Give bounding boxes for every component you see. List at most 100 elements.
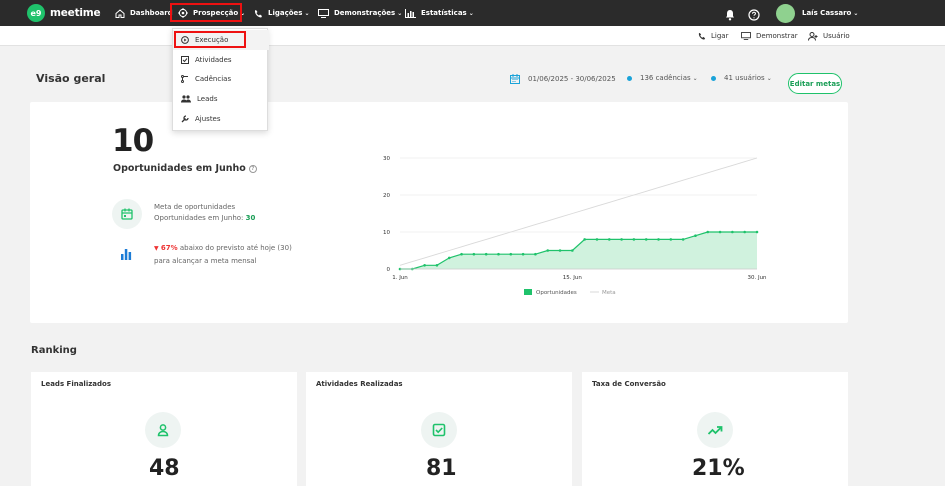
- users-filter[interactable]: 41 usuários ⌄: [711, 74, 772, 82]
- data-point: [521, 252, 525, 256]
- target-icon: [178, 8, 188, 18]
- data-point: [694, 234, 697, 237]
- data-point: [706, 230, 710, 234]
- menu-item-atividades[interactable]: Atividades: [173, 50, 269, 70]
- legend-label-meta: Meta: [602, 290, 616, 296]
- series-line-meta: [399, 157, 758, 266]
- opportunities-label: Oportunidades em Junho: [113, 163, 246, 174]
- action-subbar: Ligar Demonstrar Usuário: [0, 26, 945, 46]
- nav-dashboard[interactable]: Dashboard: [115, 0, 173, 26]
- menu-item-leads[interactable]: Leads: [173, 89, 269, 109]
- edit-goals-button[interactable]: Editar metas: [788, 73, 842, 94]
- top-navigation-bar: e9 meetime Dashboard Prospecção ⌄ Ligaçõ…: [0, 0, 945, 26]
- bell-icon[interactable]: [725, 6, 735, 25]
- rank-card-title: Taxa de Conversão: [592, 380, 666, 388]
- goal-text: Meta de oportunidades Oportunidades em J…: [154, 202, 255, 224]
- nav-demonstracoes-label: Demonstrações: [334, 9, 396, 17]
- below-line2: para alcançar a meta mensal: [154, 257, 257, 265]
- chevron-down-icon: ⌄: [468, 9, 474, 17]
- user-button[interactable]: Usuário: [808, 26, 850, 46]
- user-menu[interactable]: Laís Cassaro ⌄: [802, 0, 858, 26]
- meetime-logo[interactable]: e9 meetime: [27, 4, 101, 22]
- logo-mark: e9: [27, 4, 45, 22]
- goal-line1: Meta de oportunidades: [154, 203, 236, 211]
- cadences-filter[interactable]: 136 cadências ⌄: [627, 74, 698, 82]
- data-point: [460, 252, 463, 256]
- play-circle-icon: [181, 36, 189, 44]
- calendar-goal-icon: [112, 199, 142, 229]
- rank-card-conversion: Taxa de Conversão 21%: [582, 372, 848, 486]
- data-point: [657, 238, 660, 241]
- data-point: [755, 230, 759, 234]
- goal-line2: Oportunidades em Junho: 30: [154, 213, 255, 224]
- menu-item-ajustes[interactable]: Ajustes: [173, 109, 269, 129]
- chevron-down-icon: ⌄: [692, 74, 698, 82]
- users-filter-label: 41 usuários: [724, 74, 765, 82]
- people-icon: [181, 95, 191, 103]
- date-range-filter[interactable]: 01/06/2025 - 30/06/2025: [510, 74, 616, 84]
- rank-value: 81: [426, 456, 457, 481]
- logo-text: meetime: [50, 7, 101, 19]
- help-icon[interactable]: [748, 6, 760, 25]
- help-icon[interactable]: ?: [248, 164, 257, 173]
- menu-item-cadencias[interactable]: Cadências: [173, 69, 269, 89]
- chevron-down-icon: ⌄: [766, 74, 772, 82]
- opportunities-count: 10: [112, 123, 154, 159]
- check-square-icon: [421, 412, 457, 448]
- date-range-label: 01/06/2025 - 30/06/2025: [528, 75, 616, 83]
- calendar-icon: [510, 74, 520, 84]
- demo-button[interactable]: Demonstrar: [741, 26, 798, 46]
- nav-prospeccao-highlight: [170, 3, 242, 22]
- trending-up-icon: [697, 412, 733, 448]
- below-line1: ▼ 67% abaixo do previsto até hoje (30): [154, 242, 292, 255]
- below-percent: 67%: [160, 244, 178, 252]
- nav-prospeccao[interactable]: Prospecção ⌄: [178, 0, 245, 26]
- data-point: [497, 252, 500, 256]
- opportunities-label-row: Oportunidades em Junho ?: [113, 163, 257, 174]
- menu-item-execucao-highlight: [174, 31, 246, 48]
- y-tick-label: 30: [383, 156, 390, 162]
- nav-demonstracoes[interactable]: Demonstrações ⌄: [318, 0, 402, 26]
- below-text: abaixo do previsto até hoje (30): [177, 244, 292, 252]
- y-tick-label: 10: [383, 230, 390, 236]
- nav-estatisticas-label: Estatísticas: [421, 9, 467, 17]
- series-area-oportunidades: [400, 232, 757, 269]
- rank-card-leads: Leads Finalizados 48: [31, 372, 297, 486]
- rank-value: 48: [149, 456, 180, 481]
- call-button[interactable]: Ligar: [698, 26, 728, 46]
- overview-card: [30, 102, 848, 323]
- chevron-down-icon: ⌄: [304, 9, 310, 17]
- rank-card-title: Atividades Realizadas: [316, 380, 403, 388]
- data-point: [546, 249, 550, 252]
- nav-dashboard-label: Dashboard: [130, 9, 173, 17]
- data-point: [509, 252, 513, 256]
- phone-icon: [254, 9, 262, 17]
- overview-title: Visão geral: [36, 72, 106, 85]
- below-forecast-text: ▼ 67% abaixo do previsto até hoje (30) p…: [154, 242, 292, 267]
- nav-ligacoes[interactable]: Ligações ⌄: [254, 0, 310, 26]
- home-icon: [115, 8, 125, 18]
- cadence-icon: [181, 75, 188, 83]
- chevron-down-icon: ⌄: [853, 9, 859, 17]
- data-point: [731, 230, 734, 234]
- monitor-icon: [741, 32, 751, 40]
- data-point: [595, 238, 599, 241]
- menu-item-label: Cadências: [195, 75, 232, 83]
- series-line-oportunidades: [400, 231, 757, 270]
- chevron-down-icon: ⌄: [397, 9, 403, 17]
- data-point: [558, 249, 562, 252]
- stats-icon: [405, 8, 416, 18]
- data-point: [743, 230, 746, 234]
- data-point: [447, 256, 451, 260]
- menu-item-label: Atividades: [195, 56, 232, 64]
- rank-value: 21%: [692, 456, 745, 481]
- opportunities-chart: 0 10 20 30 1. Jun 15. Jun 30. Jun Oportunidades…: [383, 156, 767, 296]
- user-label: Usuário: [823, 32, 850, 40]
- cadences-filter-label: 136 cadências: [640, 74, 691, 82]
- data-point: [632, 238, 636, 241]
- monitor-icon: [318, 8, 329, 18]
- avatar[interactable]: [776, 4, 795, 23]
- data-point: [435, 264, 439, 267]
- nav-estatisticas[interactable]: Estatísticas ⌄: [405, 0, 474, 26]
- nav-prospeccao-label: Prospecção: [193, 9, 239, 17]
